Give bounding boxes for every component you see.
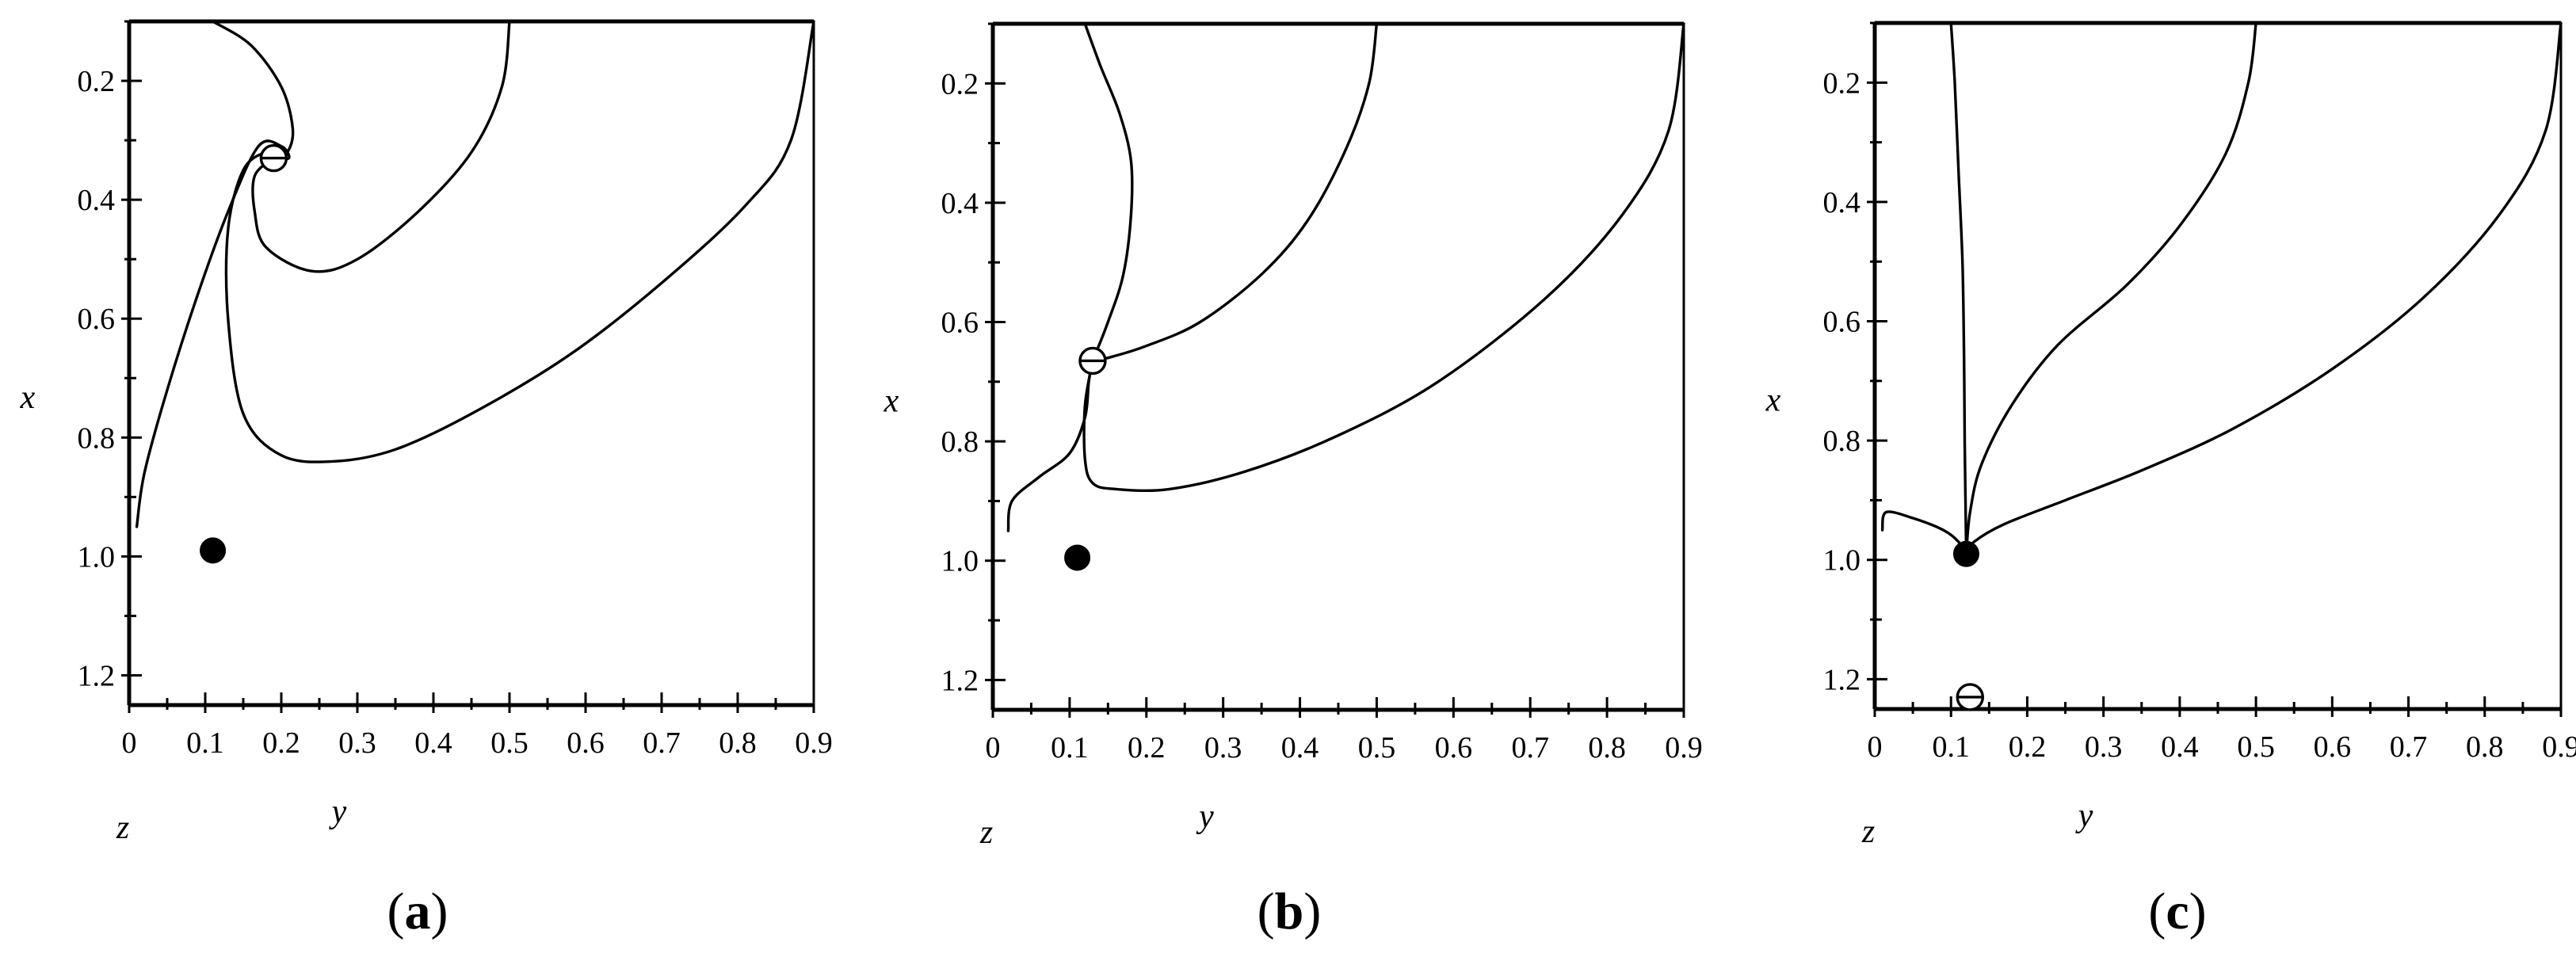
trajectory-1 xyxy=(1083,22,1134,363)
x-tick-label: 0.1 xyxy=(186,726,224,760)
y-tick-label: 1.0 xyxy=(1823,544,1861,578)
trajectory-2 xyxy=(1880,510,1968,555)
trajectory-1 xyxy=(211,20,295,160)
y-tick-label: 1.2 xyxy=(78,659,116,692)
x-tick-label: 0.2 xyxy=(262,726,300,760)
x-tick-label: 0.7 xyxy=(2390,730,2428,764)
trajectory-1 xyxy=(1949,21,1968,555)
y-tick-label: 0.6 xyxy=(78,303,116,336)
x-tick-label: 0.8 xyxy=(719,726,757,760)
x-tick-label: 0.2 xyxy=(1128,731,1166,764)
trajectory-3 xyxy=(1964,21,2257,555)
x-tick-label: 0.4 xyxy=(1281,731,1319,764)
x-tick-label: 0.8 xyxy=(1588,731,1626,764)
stable-equilibrium-point xyxy=(1064,544,1091,571)
y-tick-label: 0.2 xyxy=(941,67,979,101)
y-tick-label: 1.2 xyxy=(1823,663,1861,696)
x-tick-label: 0.1 xyxy=(1932,730,1970,764)
x-tick-label: 0.6 xyxy=(1435,731,1473,764)
x-tick-label: 0.9 xyxy=(795,726,833,760)
trajectory-4 xyxy=(1964,21,2563,555)
y-tick-label: 0.8 xyxy=(78,421,116,455)
x-tick-label: 0.5 xyxy=(1358,731,1396,764)
x-tick-label: 0.5 xyxy=(2237,730,2275,764)
x-tick-label: 0.4 xyxy=(414,726,452,760)
stable-equilibrium-point xyxy=(200,537,227,564)
trajectory-3 xyxy=(1091,22,1379,363)
stable-equilibrium-point xyxy=(1952,540,1979,567)
x-tick-label: 0.2 xyxy=(2009,730,2047,764)
y-tick-label: 0.6 xyxy=(941,307,979,340)
x-tick-label: 0 xyxy=(986,731,1001,764)
x-tick-label: 0.7 xyxy=(643,726,681,760)
y-tick-label: 0.4 xyxy=(941,187,979,220)
x-tick-label: 0.8 xyxy=(2466,730,2504,764)
x-tick-label: 0.3 xyxy=(338,726,376,760)
corner-axis-label: z xyxy=(1861,814,1875,850)
y-axis-label: x xyxy=(20,379,36,416)
trajectory-2 xyxy=(1006,359,1094,532)
x-tick-label: 0.3 xyxy=(1204,731,1242,764)
x-tick-label: 0.9 xyxy=(2542,730,2576,764)
y-tick-label: 0.2 xyxy=(78,65,116,98)
x-tick-label: 0 xyxy=(122,726,137,760)
y-tick-label: 1.0 xyxy=(941,545,979,578)
panel-c: 0 0.1 0.2 0.3 0.4 0.5 0.6 0.7 0.8 0.9 0.2 0.4 0.6 0.8… xyxy=(1765,21,2576,940)
x-tick-label: 0.6 xyxy=(2314,730,2352,764)
trajectory-4 xyxy=(224,20,815,463)
panel-label: (a) xyxy=(387,883,448,940)
y-tick-label: 0.4 xyxy=(1823,186,1861,219)
x-tick-label: 0.5 xyxy=(490,726,529,760)
y-axis-label: x xyxy=(1765,382,1781,418)
y-tick-label: 1.2 xyxy=(941,664,979,697)
panel-letter: a xyxy=(405,883,431,940)
x-axis-label: y xyxy=(2075,798,2093,834)
x-tick-label: 0.6 xyxy=(567,726,605,760)
panel-letter: b xyxy=(1275,883,1304,940)
corner-axis-label: z xyxy=(116,810,129,846)
y-tick-label: 0.8 xyxy=(941,425,979,459)
x-tick-label: 0.3 xyxy=(2085,730,2123,764)
y-tick-label: 0.6 xyxy=(1823,306,1861,339)
x-tick-label: 0.4 xyxy=(2161,730,2199,764)
y-axis-label: x xyxy=(883,383,899,419)
trajectory-4 xyxy=(1082,22,1685,493)
trajectory-2 xyxy=(135,139,291,528)
x-tick-label: 0.1 xyxy=(1051,731,1089,764)
panel-letter: c xyxy=(2166,883,2189,940)
y-tick-label: 0.4 xyxy=(78,184,116,217)
y-tick-label: 1.0 xyxy=(78,540,116,574)
panel-a: 0 0.1 0.2 0.3 0.4 0.5 0.6 0.7 0.8 0.9 0.2 0.4 0.6 0.8… xyxy=(20,19,833,940)
x-tick-label: 0.7 xyxy=(1511,731,1549,764)
panel-label: (b) xyxy=(1257,883,1322,940)
x-axis-label: y xyxy=(329,794,347,830)
panel-label: (c) xyxy=(2148,883,2206,940)
trajectory-3 xyxy=(251,20,511,273)
panel-b: 0 0.1 0.2 0.3 0.4 0.5 0.6 0.7 0.8 0.9 0.2 0.4 0.6 0.8… xyxy=(883,21,1703,940)
corner-axis-label: z xyxy=(979,814,993,851)
y-tick-label: 0.8 xyxy=(1823,425,1861,458)
x-axis-label: y xyxy=(1196,799,1214,835)
x-tick-label: 0.9 xyxy=(1665,731,1703,764)
y-tick-label: 0.2 xyxy=(1823,67,1861,100)
x-tick-label: 0 xyxy=(1868,730,1883,764)
